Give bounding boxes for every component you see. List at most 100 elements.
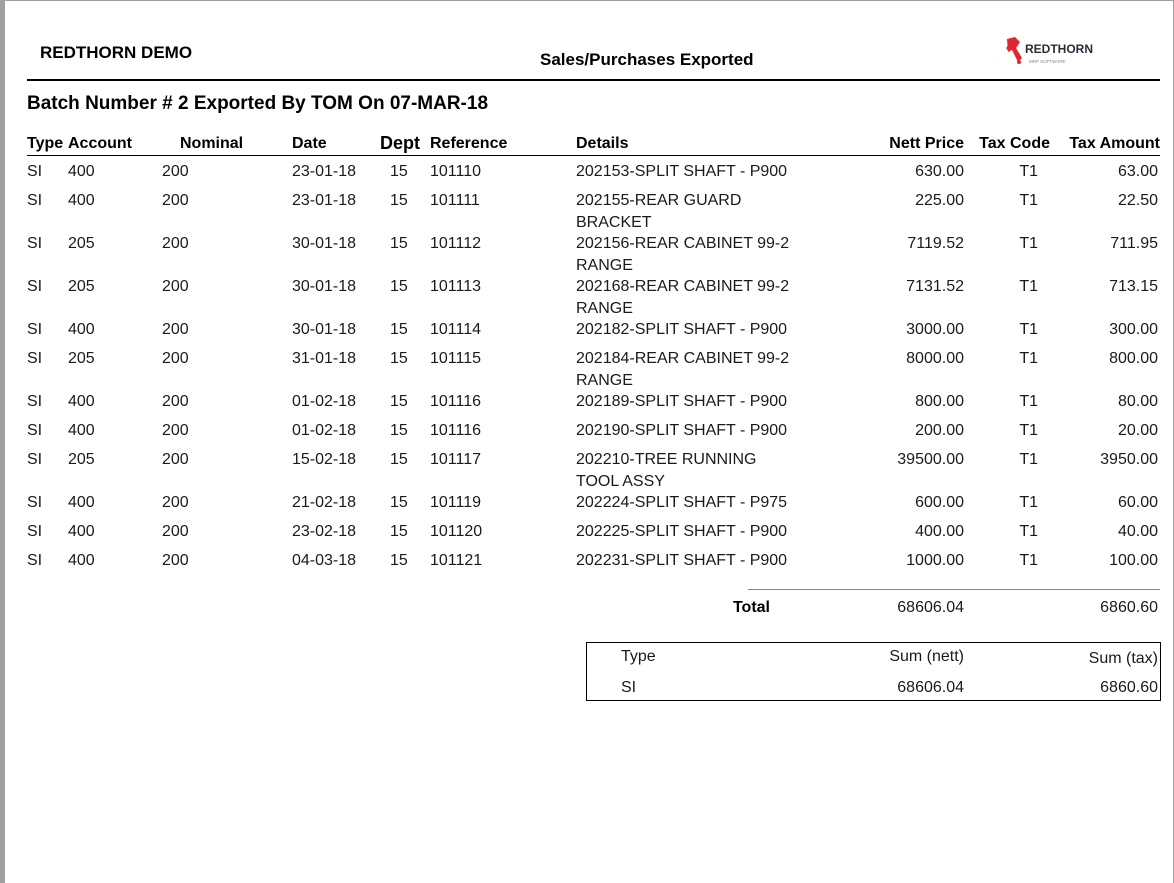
table-row: SI 205 200 15-02-18 15 101117 202210-TREE RUNN… bbox=[27, 449, 1160, 492]
col-type: Type bbox=[27, 135, 64, 152]
redthorn-logo: REDTHORN MRP SOFTWARE bbox=[1006, 37, 1093, 64]
cell-tax-code: T1 bbox=[1019, 163, 1038, 180]
summary-nett: 68606.04 bbox=[897, 679, 964, 696]
cell-tax-amount: 711.95 bbox=[1110, 235, 1158, 252]
cell-tax-code: T1 bbox=[1019, 552, 1038, 569]
cell-tax-amount: 60.00 bbox=[1117, 494, 1158, 511]
cell-account: 400 bbox=[68, 192, 95, 209]
summary-tax-header: Sum (tax) bbox=[1088, 650, 1158, 667]
cell-details: 202224-SPLIT SHAFT - P975 bbox=[576, 494, 788, 511]
cell-tax-amount: 800.00 bbox=[1109, 350, 1158, 367]
cell-nominal: 200 bbox=[162, 321, 189, 338]
cell-dept: 15 bbox=[390, 321, 408, 338]
col-date: Date bbox=[292, 135, 327, 152]
cell-dept: 15 bbox=[390, 163, 408, 180]
cell-date: 31-01-18 bbox=[292, 350, 357, 367]
cell-nett-price: 7131.52 bbox=[906, 278, 964, 295]
cell-date: 01-02-18 bbox=[292, 422, 357, 439]
table-row: SI 400 200 23-01-18 15 101110 202153-SPLIT SHA… bbox=[27, 161, 1160, 190]
table-row: SI 400 200 21-02-18 15 101119 202224-SPLIT SHA… bbox=[27, 492, 1160, 521]
total-tax: 6860.60 bbox=[1100, 599, 1158, 616]
cell-tax-amount: 40.00 bbox=[1117, 523, 1158, 540]
cell-account: 205 bbox=[68, 278, 95, 295]
table-row: SI 205 200 31-01-18 15 101115 202184-REAR CABI… bbox=[27, 348, 1160, 391]
header-rule bbox=[27, 79, 1160, 81]
cell-type: SI bbox=[27, 451, 43, 468]
table-body: SI 400 200 23-01-18 15 101110 202153-SPLIT SHA… bbox=[27, 156, 1160, 579]
cell-reference: 101116 bbox=[430, 422, 482, 439]
cell-reference: 101114 bbox=[430, 321, 482, 338]
cell-nett-price: 1000.00 bbox=[906, 552, 964, 569]
cell-tax-code: T1 bbox=[1019, 393, 1038, 410]
cell-details: 202189-SPLIT SHAFT - P900 bbox=[576, 393, 788, 410]
cell-details: 202225-SPLIT SHAFT - P900 bbox=[576, 523, 788, 540]
cell-account: 400 bbox=[68, 552, 95, 569]
cell-details: 202182-SPLIT SHAFT - P900 bbox=[576, 321, 788, 338]
cell-details: 202155-REAR GUARD BRACKET bbox=[576, 192, 742, 231]
cell-tax-code: T1 bbox=[1019, 192, 1038, 209]
cell-tax-amount: 713.15 bbox=[1109, 278, 1158, 295]
cell-details: 202153-SPLIT SHAFT - P900 bbox=[576, 163, 788, 180]
summary-type-header: Type bbox=[621, 648, 656, 665]
transactions-table: Type Account Nominal Date Dept Reference… bbox=[27, 133, 1160, 579]
cell-type: SI bbox=[27, 523, 43, 540]
cell-account: 400 bbox=[68, 321, 95, 338]
cell-details: 202184-REAR CABINET 99-2 RANGE bbox=[576, 350, 790, 389]
cell-date: 23-02-18 bbox=[292, 523, 357, 540]
cell-details: 202168-REAR CABINET 99-2 RANGE bbox=[576, 278, 790, 317]
cell-nominal: 200 bbox=[162, 451, 189, 468]
cell-tax-amount: 3950.00 bbox=[1100, 451, 1158, 468]
cell-date: 01-02-18 bbox=[292, 393, 357, 410]
cell-nominal: 200 bbox=[162, 552, 189, 569]
cell-reference: 101117 bbox=[430, 451, 482, 468]
total-rule bbox=[748, 589, 1160, 590]
table-row: SI 400 200 23-02-18 15 101120 202225-SPLIT SHA… bbox=[27, 521, 1160, 550]
logo-subtext: MRP SOFTWARE bbox=[1029, 59, 1066, 64]
col-account: Account bbox=[68, 135, 132, 152]
cell-nominal: 200 bbox=[162, 192, 189, 209]
cell-account: 400 bbox=[68, 494, 95, 511]
table-row: SI 400 200 30-01-18 15 101114 202182-SPLIT SHA… bbox=[27, 319, 1160, 348]
cell-details: 202156-REAR CABINET 99-2 RANGE bbox=[576, 235, 790, 274]
cell-reference: 101115 bbox=[430, 350, 482, 367]
left-border bbox=[0, 0, 5, 883]
batch-title: Batch Number # 2 Exported By TOM On 07-M… bbox=[27, 93, 489, 114]
cell-reference: 101113 bbox=[430, 278, 482, 295]
cell-nett-price: 600.00 bbox=[915, 494, 964, 511]
cell-account: 205 bbox=[68, 451, 95, 468]
logo-text: REDTHORN bbox=[1025, 42, 1093, 56]
col-nominal: Nominal bbox=[180, 135, 244, 152]
cell-tax-amount: 22.50 bbox=[1117, 192, 1158, 209]
top-border bbox=[0, 0, 1174, 1]
cell-dept: 15 bbox=[390, 451, 408, 468]
cell-type: SI bbox=[27, 235, 43, 252]
cell-dept: 15 bbox=[390, 523, 408, 540]
cell-type: SI bbox=[27, 192, 43, 209]
cell-reference: 101110 bbox=[430, 163, 482, 180]
cell-account: 400 bbox=[68, 523, 95, 540]
cell-nominal: 200 bbox=[162, 393, 189, 410]
cell-reference: 101119 bbox=[430, 494, 482, 511]
col-tax-amount: Tax Amount bbox=[1069, 135, 1160, 152]
cell-tax-amount: 100.00 bbox=[1109, 552, 1158, 569]
table-row: SI 205 200 30-01-18 15 101113 202168-REAR CABI… bbox=[27, 276, 1160, 319]
cell-details: 202210-TREE RUNNING TOOL ASSY bbox=[576, 451, 757, 490]
cell-details: 202190-SPLIT SHAFT - P900 bbox=[576, 422, 788, 439]
cell-dept: 15 bbox=[390, 350, 408, 367]
cell-nett-price: 800.00 bbox=[915, 393, 964, 410]
cell-date: 21-02-18 bbox=[292, 494, 357, 511]
cell-date: 04-03-18 bbox=[292, 552, 357, 569]
cell-reference: 101121 bbox=[430, 552, 483, 569]
table-row: SI 205 200 30-01-18 15 101112 202156-REAR CABI… bbox=[27, 233, 1160, 276]
summary-type: SI bbox=[621, 679, 637, 696]
cell-date: 15-02-18 bbox=[292, 451, 357, 468]
cell-tax-amount: 300.00 bbox=[1109, 321, 1158, 338]
col-dept: Dept bbox=[380, 133, 420, 153]
cell-tax-code: T1 bbox=[1019, 422, 1038, 439]
cell-tax-code: T1 bbox=[1019, 451, 1038, 468]
cell-account: 205 bbox=[68, 235, 95, 252]
col-details: Details bbox=[576, 135, 629, 152]
cell-type: SI bbox=[27, 163, 43, 180]
cell-dept: 15 bbox=[390, 422, 408, 439]
table-row: SI 400 200 23-01-18 15 101111 202155-REAR GUAR… bbox=[27, 190, 1160, 233]
